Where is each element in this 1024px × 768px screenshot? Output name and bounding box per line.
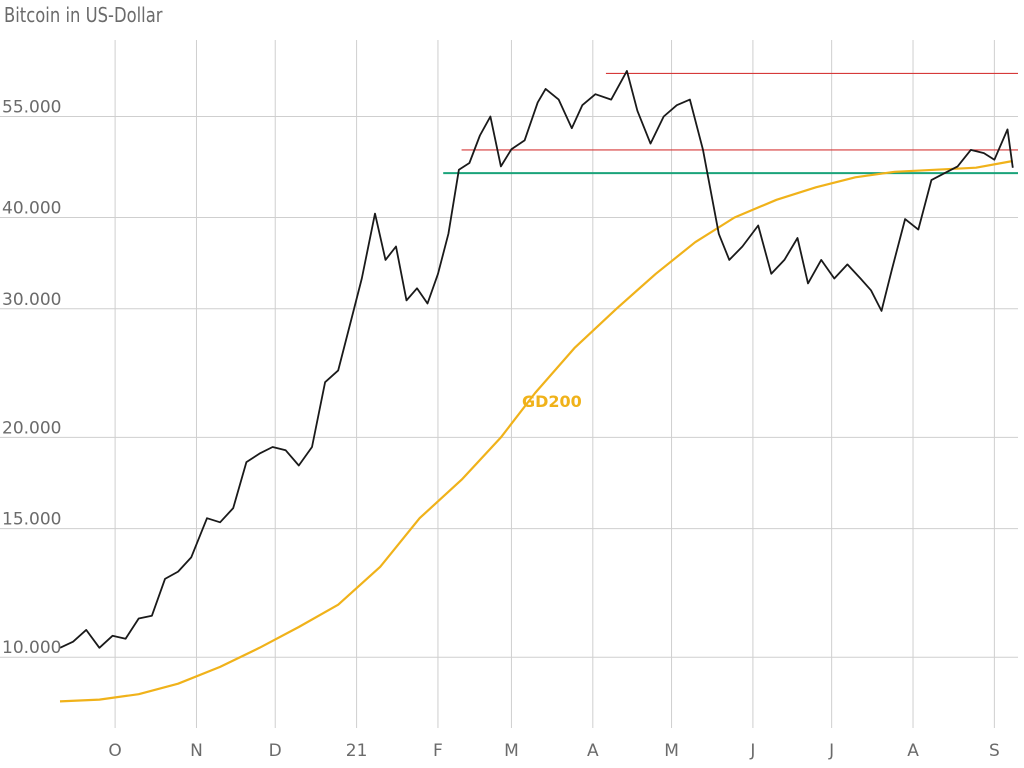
x-tick-label: F <box>433 741 443 761</box>
x-tick-label: J <box>749 741 755 761</box>
series-lines <box>59 70 1014 703</box>
x-tick-label: S <box>989 741 1000 761</box>
x-tick-label: A <box>907 741 919 761</box>
x-tick-label: O <box>108 741 121 761</box>
price-line <box>59 70 1014 649</box>
reference-lines <box>443 72 1018 175</box>
x-axis-labels: O N D 21 F M A M J J A S <box>108 741 999 761</box>
gd200-label: GD200 <box>522 392 582 411</box>
y-axis-labels: 10.000 15.000 20.000 30.000 40.000 55.000 <box>2 97 61 658</box>
x-tick-label: J <box>828 741 834 761</box>
x-tick-label: D <box>269 741 282 761</box>
y-tick-label: 55.000 <box>2 97 61 117</box>
chart-title: Bitcoin in US-Dollar <box>4 3 163 27</box>
x-grid <box>114 40 995 728</box>
y-tick-label: 30.000 <box>2 290 61 310</box>
x-tick-label: A <box>587 741 599 761</box>
x-tick-label: N <box>190 741 203 761</box>
y-tick-label: 20.000 <box>2 418 61 438</box>
y-tick-label: 40.000 <box>2 199 61 219</box>
y-tick-label: 10.000 <box>2 638 61 658</box>
y-grid <box>0 115 1018 658</box>
annotations: GD200 <box>522 392 582 411</box>
x-tick-label: M <box>504 741 519 761</box>
y-tick-label: 15.000 <box>2 510 61 530</box>
x-tick-label: M <box>664 741 679 761</box>
x-tick-label: 21 <box>346 741 368 761</box>
gd200-line <box>59 159 1013 703</box>
